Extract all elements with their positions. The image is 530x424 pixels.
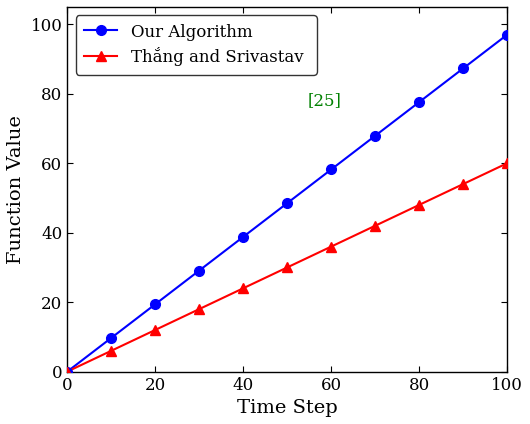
- X-axis label: Time Step: Time Step: [237, 399, 338, 417]
- Legend: Our Algorithm, Thắng and Srivastav : Our Algorithm, Thắng and Srivastav: [76, 15, 317, 75]
- Y-axis label: Function Value: Function Value: [7, 115, 25, 264]
- Text: [25]: [25]: [307, 92, 341, 109]
